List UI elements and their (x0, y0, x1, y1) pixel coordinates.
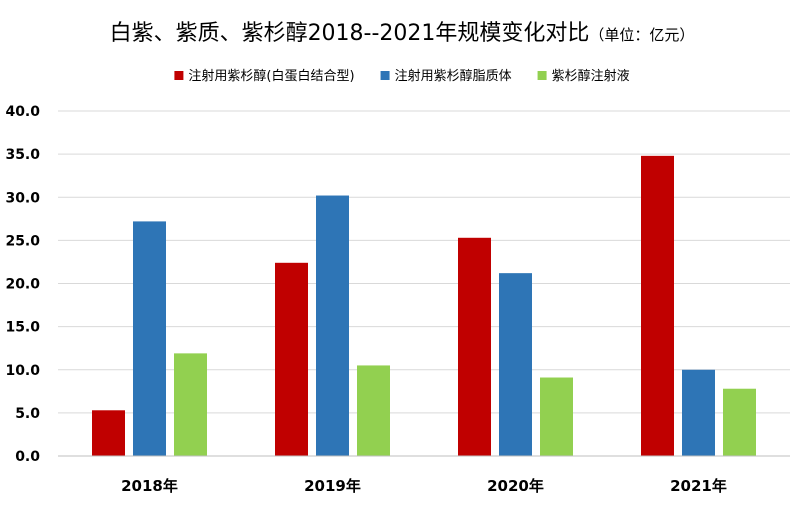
y-tick-label: 15.0 (5, 320, 40, 336)
legend-swatch (537, 71, 547, 80)
y-axis: 0.0 5.0 10.0 15.0 20.0 25.0 30.0 35.0 40.0 (5, 104, 40, 465)
y-tick-label: 10.0 (5, 363, 40, 379)
gridlines (58, 110, 790, 414)
x-tick-label: 2019年 (304, 477, 361, 495)
bar-series-2-2019年 (316, 195, 349, 456)
bar-series-1-2018年 (92, 410, 125, 456)
bar-series-2-2020年 (499, 273, 532, 456)
y-tick-label: 5.0 (15, 406, 40, 422)
legend-swatch (380, 71, 390, 80)
y-tick-label: 35.0 (5, 147, 40, 163)
legend-label: 紫杉醇注射液 (552, 68, 630, 84)
bars (92, 155, 756, 456)
chart-title-unit: （单位：亿元） (589, 26, 694, 44)
bar-series-1-2020年 (458, 237, 491, 456)
chart-title-main: 白紫、紫质、紫杉醇2018--2021年规模变化对比 (110, 21, 590, 46)
bar-series-2-2021年 (682, 369, 715, 456)
y-tick-label: 30.0 (5, 190, 40, 206)
bar-series-3-2021年 (723, 388, 756, 456)
bar-series-3-2020年 (540, 377, 573, 456)
bar-series-1-2019年 (275, 262, 308, 456)
x-axis: 2018年 2019年 2020年 2021年 (58, 455, 790, 495)
legend-item-1: 注射用紫杉醇(白蛋白结合型) (174, 68, 355, 84)
y-tick-label: 25.0 (5, 233, 40, 249)
bar-series-3-2018年 (174, 353, 207, 456)
legend-label: 注射用紫杉醇(白蛋白结合型) (188, 68, 354, 84)
legend: 注射用紫杉醇(白蛋白结合型) 注射用紫杉醇脂质体 紫杉醇注射液 (174, 68, 630, 84)
legend-label: 注射用紫杉醇脂质体 (395, 68, 512, 84)
bar-series-3-2019年 (357, 365, 390, 456)
x-tick-label: 2018年 (121, 477, 178, 495)
legend-swatch (174, 71, 184, 80)
x-tick-label: 2020年 (487, 477, 544, 495)
y-tick-label: 0.0 (15, 449, 40, 465)
legend-item-2: 注射用紫杉醇脂质体 (380, 68, 512, 84)
legend-item-3: 紫杉醇注射液 (537, 68, 630, 84)
y-tick-label: 20.0 (5, 277, 40, 293)
y-tick-label: 40.0 (5, 104, 40, 120)
bar-series-1-2021年 (641, 155, 674, 456)
x-tick-label: 2021年 (670, 477, 727, 495)
bar-series-2-2018年 (133, 221, 166, 456)
chart-title: 白紫、紫质、紫杉醇2018--2021年规模变化对比（单位：亿元） (110, 21, 695, 46)
